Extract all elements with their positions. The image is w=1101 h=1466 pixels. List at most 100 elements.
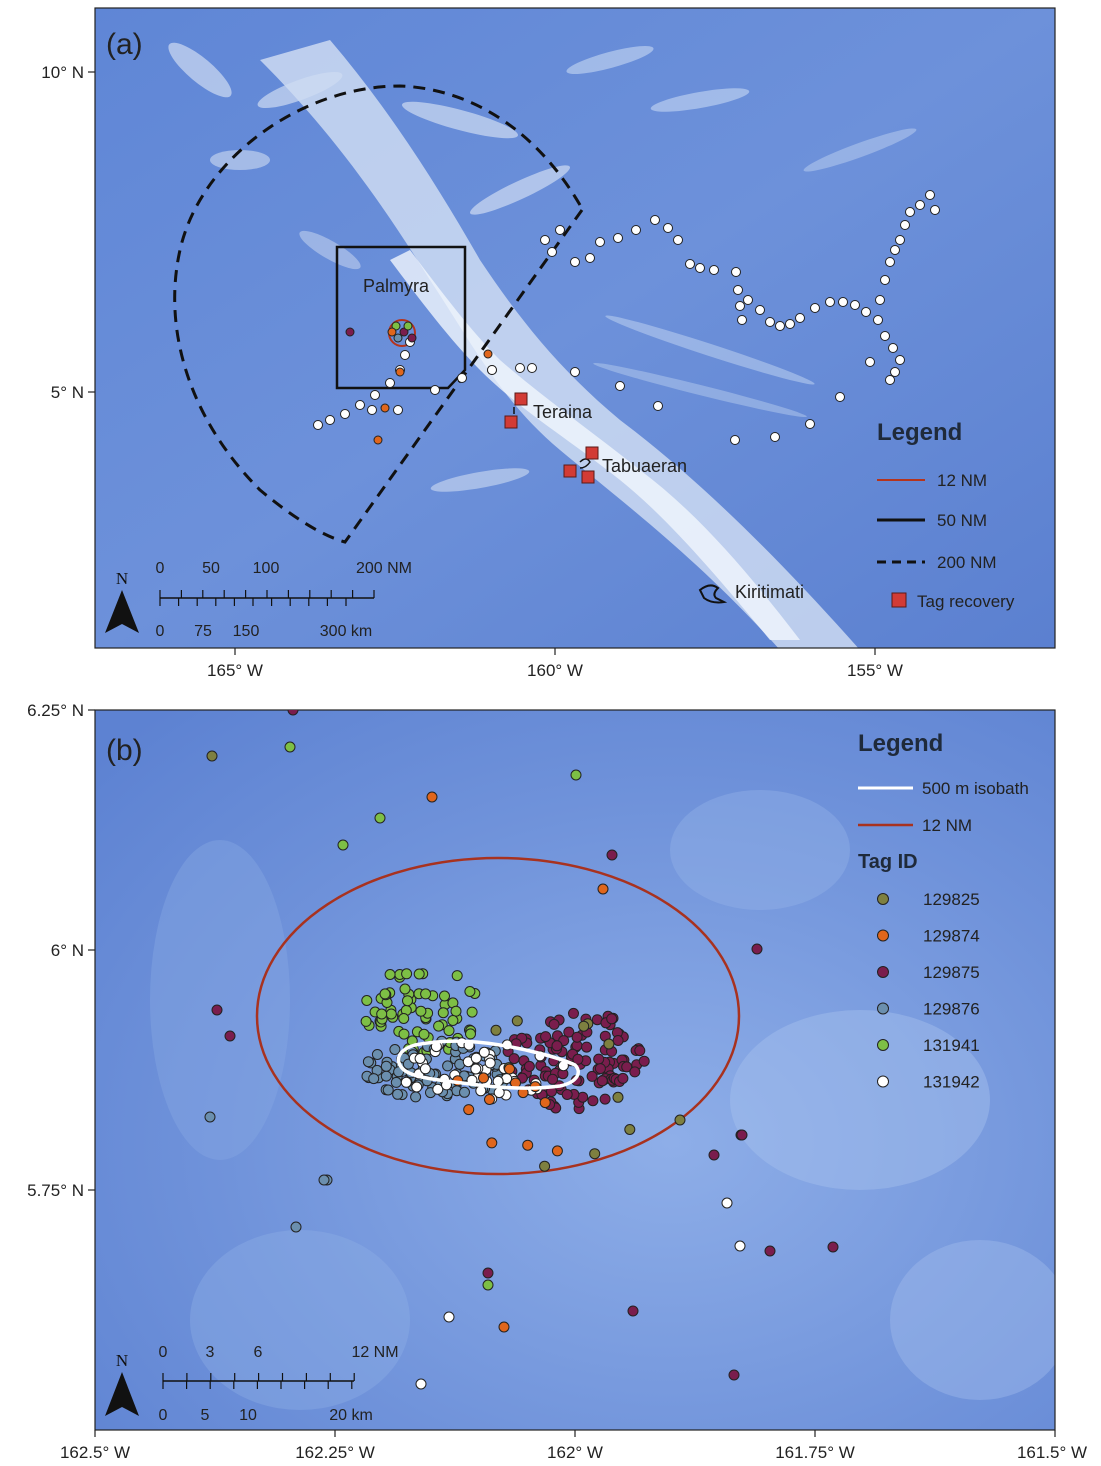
track-point xyxy=(835,392,845,402)
detection-point xyxy=(638,1055,650,1067)
panel-b-bathymetry xyxy=(150,790,1055,1410)
detection-point xyxy=(606,849,618,861)
tag-recovery-marker xyxy=(514,392,528,406)
tag-recovery-points xyxy=(504,392,599,484)
detection-point xyxy=(432,1083,444,1095)
detection-point xyxy=(734,1240,746,1252)
track-point xyxy=(487,365,497,375)
detection-point xyxy=(419,1063,431,1075)
tag-legend-marker xyxy=(877,929,889,942)
track-point xyxy=(387,327,397,337)
track-point xyxy=(615,381,625,391)
detection-point xyxy=(398,1013,410,1024)
scale-nm-label: 12 NM xyxy=(351,1344,398,1361)
seamount xyxy=(803,128,917,172)
panel-a-ocean xyxy=(95,8,1055,648)
track-point xyxy=(890,367,900,377)
tag-recovery-marker xyxy=(563,464,577,478)
track-point xyxy=(370,390,380,400)
isobath-500m xyxy=(396,1039,580,1090)
track-point xyxy=(540,235,550,245)
detection-point xyxy=(414,1053,426,1064)
panel-a-bathymetry xyxy=(168,40,917,648)
detection-point xyxy=(459,1086,470,1098)
detection-point xyxy=(764,1245,776,1257)
detection-point xyxy=(451,970,463,982)
track-point xyxy=(673,235,683,245)
track-point xyxy=(631,225,641,235)
panel-b-label: (b) xyxy=(106,734,143,767)
detection-point xyxy=(586,1070,598,1082)
detection-point xyxy=(478,1046,490,1058)
detection-point xyxy=(572,1053,584,1065)
panel-a-scale-bar: 0 50 100 200 NM 0 75 150 300 km xyxy=(156,560,412,640)
track-point xyxy=(653,401,663,411)
seamount xyxy=(401,101,519,139)
track-point xyxy=(743,295,753,305)
track-point xyxy=(373,435,383,445)
detection-point xyxy=(674,1114,686,1126)
seamount xyxy=(257,71,343,109)
tag-legend-marker xyxy=(877,1039,889,1051)
panel-a-x-tick: 155° W xyxy=(847,661,903,680)
eez-200nm-boundary xyxy=(173,84,584,544)
panel-b-y-tick: 6.25° N xyxy=(27,701,84,720)
detection-point xyxy=(382,1084,394,1096)
panel-a-axes xyxy=(88,71,876,655)
track-point xyxy=(345,327,355,337)
tag-legend-label: 131941 xyxy=(923,1036,980,1055)
tag-legend-label: 131942 xyxy=(923,1073,980,1092)
seamount xyxy=(210,150,270,170)
tag-recovery-marker xyxy=(504,415,518,429)
detection-point xyxy=(392,1088,404,1100)
detection-point xyxy=(612,1035,624,1046)
detection-point xyxy=(492,1075,504,1087)
track-point xyxy=(895,355,905,365)
track-point xyxy=(650,215,660,225)
detection-point xyxy=(398,1028,410,1040)
track-point xyxy=(570,367,580,377)
track-point xyxy=(795,313,805,323)
detection-point xyxy=(522,1139,534,1151)
track-point xyxy=(730,435,740,445)
track-point xyxy=(527,363,537,373)
detection-point xyxy=(204,1111,216,1123)
detection-point xyxy=(410,1091,422,1103)
detection-point xyxy=(547,1073,559,1085)
track-point xyxy=(709,265,719,275)
scale-km-label: 300 km xyxy=(320,623,372,640)
detection-point xyxy=(478,1072,489,1084)
detection-point xyxy=(551,1040,563,1052)
detection-point xyxy=(376,1008,388,1020)
detection-point xyxy=(482,1267,494,1279)
detection-point xyxy=(418,1028,430,1040)
detection-point xyxy=(593,1053,605,1065)
detection-point xyxy=(612,1091,624,1103)
track-point xyxy=(663,223,673,233)
detection-point xyxy=(570,769,582,781)
track-point xyxy=(555,225,565,235)
detection-point xyxy=(624,1124,636,1135)
panel-b-legend-title: Legend xyxy=(858,730,943,757)
detection-point xyxy=(599,1093,611,1105)
tag-recovery-marker xyxy=(581,470,595,484)
detection-point xyxy=(443,1311,455,1323)
detection-point xyxy=(415,1005,427,1017)
detection-point xyxy=(371,1049,383,1060)
detection-point xyxy=(568,1007,579,1019)
detection-point xyxy=(318,1174,330,1186)
scale-km-label: 10 xyxy=(239,1407,257,1424)
tag-recovery-marker xyxy=(585,446,599,460)
detection-point xyxy=(581,1041,593,1053)
detection-point xyxy=(511,1015,523,1027)
seamount xyxy=(650,88,750,112)
track-point xyxy=(400,350,410,360)
detection-point xyxy=(206,750,218,762)
detection-point xyxy=(437,1007,449,1019)
detection-point xyxy=(827,1241,839,1253)
detection-point xyxy=(751,943,763,955)
detection-point xyxy=(465,1028,476,1040)
detection-point xyxy=(360,1015,372,1027)
panel-b-x-tick: 162.5° W xyxy=(60,1443,130,1462)
panel-b-y-tick: 5.75° N xyxy=(27,1181,84,1200)
